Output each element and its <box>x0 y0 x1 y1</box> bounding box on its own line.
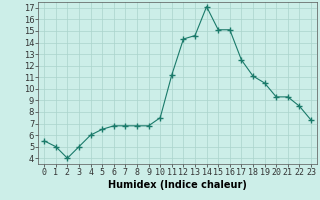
X-axis label: Humidex (Indice chaleur): Humidex (Indice chaleur) <box>108 180 247 190</box>
